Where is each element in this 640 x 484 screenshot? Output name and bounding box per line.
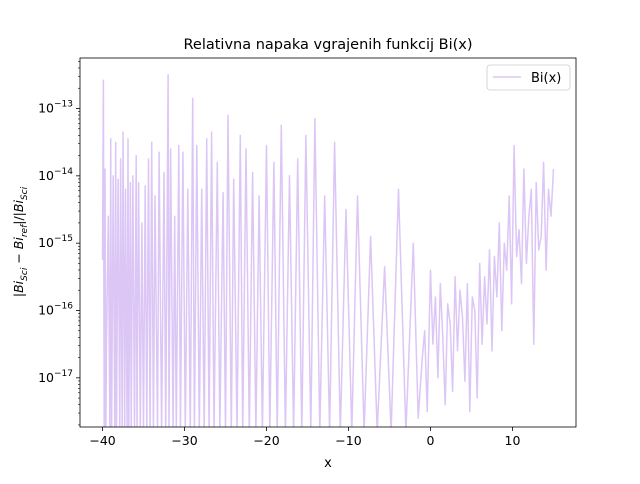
x-tick-label: −40 [89,433,115,448]
x-tick-label: −20 [253,433,279,448]
legend-label: Bi(x) [531,71,561,86]
y-label-bar: |/| [11,212,26,225]
y-tick-label: 10−15 [38,234,73,250]
series-line-bi [101,74,555,427]
x-tick-label: 0 [427,433,435,448]
y-label-bi: Bi [11,200,26,213]
y-tick-label: 10−17 [38,369,73,385]
x-tick-label: −10 [335,433,361,448]
chart-title: Relativna napaka vgrajenih funkcij Bi(x) [183,37,472,53]
plot-frame [79,57,577,428]
y-label-bi: Bi [11,280,26,293]
y-label-bi: Bi [11,237,26,250]
legend: Bi(x) [486,64,571,91]
series-layer [101,74,555,427]
y-label-bar: | [11,293,26,297]
y-label-sub: ref [20,223,30,237]
y-label-sub: Sci [20,186,30,200]
x-tick-label: −30 [171,433,197,448]
y-tick-label: 10−14 [38,167,73,183]
y-axis: 10−17 10−16 10−15 10−14 10−13 [38,61,80,426]
legend-box [486,64,571,91]
y-tick-label: 10−16 [38,302,73,318]
x-axis: −40 −30 −20 −10 0 10 [89,427,520,448]
y-label-minus: − [11,249,26,267]
y-axis-label: |BiSci − Biref|/|BiSci [11,186,30,297]
x-axis-label: x [324,456,332,471]
y-label-sub: Sci [20,267,30,281]
x-tick-label: 10 [505,433,521,448]
y-tick-label: 10−13 [38,100,73,116]
